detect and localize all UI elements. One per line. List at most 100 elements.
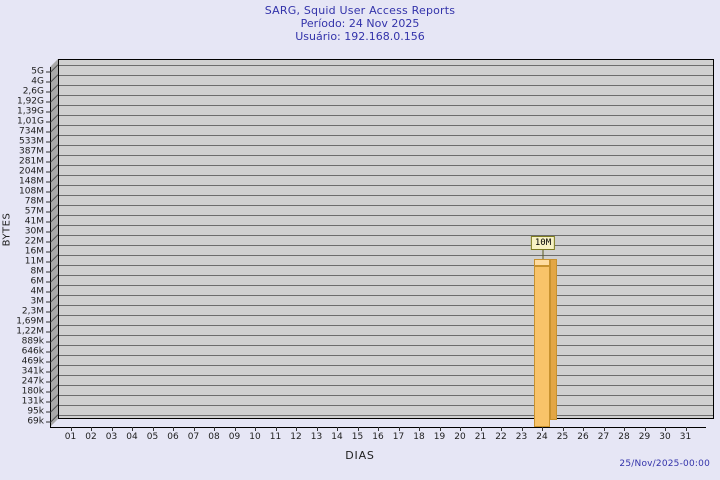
- bar-value-label: 10M: [530, 235, 556, 250]
- x-axis-tick-label: 24: [536, 432, 548, 442]
- y-axis-tick-mark: [46, 361, 51, 363]
- x-axis-tick-label: 11: [269, 432, 282, 442]
- gridline: [59, 365, 713, 366]
- y-axis-tick-label: 2,6G: [22, 86, 44, 97]
- y-axis-tick-label: 734M: [19, 126, 44, 137]
- y-axis-tick-label: 131k: [21, 396, 44, 407]
- gridline: [59, 415, 713, 416]
- y-axis-tick-mark: [46, 281, 51, 283]
- gridline: [59, 335, 713, 336]
- gridline: [59, 405, 713, 406]
- y-axis-tick-label: 11M: [24, 256, 44, 267]
- y-axis-tick-label: 1,92G: [16, 96, 44, 107]
- axis-left-bevel: [50, 59, 58, 427]
- x-axis-tick-mark: [521, 427, 523, 431]
- x-axis-tick-label: 17: [392, 432, 405, 442]
- x-axis-tick-mark: [583, 427, 584, 431]
- y-axis-tick-label: 889k: [21, 336, 44, 347]
- y-axis-tick-mark: [46, 401, 51, 403]
- y-axis-tick-label: 16M: [24, 246, 44, 257]
- x-axis-tick-label: 01: [64, 432, 77, 442]
- y-axis-tick-mark: [46, 161, 51, 163]
- x-axis-tick-label: 12: [290, 432, 302, 442]
- y-axis-tick-mark: [46, 411, 51, 413]
- x-axis-tick-label: 03: [105, 432, 118, 442]
- bar-label-stem: [542, 248, 544, 259]
- x-axis-tick-mark: [562, 427, 564, 431]
- gridline: [59, 375, 713, 376]
- y-axis-tick-label: 57M: [24, 206, 44, 217]
- x-axis-tick-mark: [501, 427, 502, 431]
- x-axis-tick-mark: [70, 427, 72, 431]
- x-axis-tick-mark: [152, 427, 154, 431]
- y-axis-tick-label: 78M: [24, 196, 44, 207]
- y-axis-tick-mark: [46, 111, 51, 113]
- y-axis-tick-label: 204M: [19, 166, 44, 177]
- x-axis-tick-mark: [378, 427, 379, 431]
- y-axis-tick-label: 281M: [19, 156, 44, 167]
- y-axis-tick-label: 387M: [19, 146, 44, 157]
- x-axis-tick-mark: [603, 427, 605, 431]
- x-axis-tick-mark: [214, 427, 215, 431]
- plot-area: [44, 55, 714, 433]
- y-axis-tick-label: 1,01G: [16, 116, 44, 127]
- y-axis-tick-mark: [46, 371, 51, 373]
- y-axis-tick-mark: [46, 301, 51, 303]
- x-axis-tick-mark: [337, 427, 338, 431]
- x-axis-tick-label: 10: [249, 432, 261, 442]
- gridline: [59, 255, 713, 256]
- page-title: SARG, Squid User Access Reports: [264, 4, 456, 17]
- y-axis-tick-mark: [46, 261, 51, 263]
- gridline: [59, 185, 713, 186]
- gridline: [59, 105, 713, 106]
- gridline: [59, 125, 713, 126]
- x-axis-tick-label: 19: [433, 432, 446, 442]
- x-axis-tick-mark: [644, 427, 646, 431]
- x-axis-tick-label: 29: [638, 432, 651, 442]
- x-axis-tick-label: 18: [413, 432, 425, 442]
- y-axis-tick-label: 30M: [24, 226, 44, 237]
- x-axis-tick-mark: [542, 427, 543, 431]
- gridline: [59, 305, 713, 306]
- gridline: [59, 245, 713, 246]
- y-axis-tick-label: 8M: [30, 266, 45, 277]
- y-axis-tick-mark: [46, 321, 51, 323]
- x-axis-tick-label: 22: [495, 432, 507, 442]
- y-axis-tick-mark: [46, 91, 51, 93]
- x-axis-tick-label: 25: [556, 432, 569, 442]
- x-axis-tick-mark: [234, 427, 236, 431]
- y-axis-tick-mark: [46, 201, 51, 203]
- x-axis-tick-label: 23: [515, 432, 528, 442]
- gridline: [59, 355, 713, 356]
- y-axis-tick-mark: [46, 351, 51, 353]
- y-axis-tick-label: 1,22M: [16, 326, 44, 337]
- x-axis-tick-mark: [439, 427, 441, 431]
- y-axis-tick-mark: [46, 121, 51, 123]
- x-axis-tick-mark: [480, 427, 482, 431]
- gridline: [59, 85, 713, 86]
- gridline: [59, 115, 713, 116]
- y-axis-tick-mark: [46, 291, 51, 293]
- y-axis-tick-mark: [46, 131, 51, 133]
- y-axis-tick-mark: [46, 391, 51, 393]
- gridline: [59, 165, 713, 166]
- gridline: [59, 215, 713, 216]
- gridline: [59, 75, 713, 76]
- report-user: Usuário: 192.168.0.156: [295, 30, 425, 43]
- bar-front-face: [534, 265, 550, 427]
- y-axis-tick-label: 533M: [19, 136, 44, 147]
- bar[interactable]: [534, 258, 558, 427]
- x-axis-tick-mark: [296, 427, 297, 431]
- gridline: [59, 205, 713, 206]
- y-axis-tick-label: 469k: [21, 356, 44, 367]
- y-axis-tick-mark: [46, 221, 51, 223]
- chart-title-block: SARG, Squid User Access Reports Período:…: [0, 4, 720, 43]
- x-axis-tick-label: 04: [126, 432, 138, 442]
- gridline: [59, 195, 713, 196]
- y-axis-tick-label: 646k: [21, 346, 44, 357]
- plot-grid-surface: [58, 59, 714, 419]
- gridline: [59, 275, 713, 276]
- y-axis-title: BYTES: [1, 212, 13, 247]
- x-axis-tick-label: 06: [167, 432, 179, 442]
- x-axis-tick-label: 02: [85, 432, 97, 442]
